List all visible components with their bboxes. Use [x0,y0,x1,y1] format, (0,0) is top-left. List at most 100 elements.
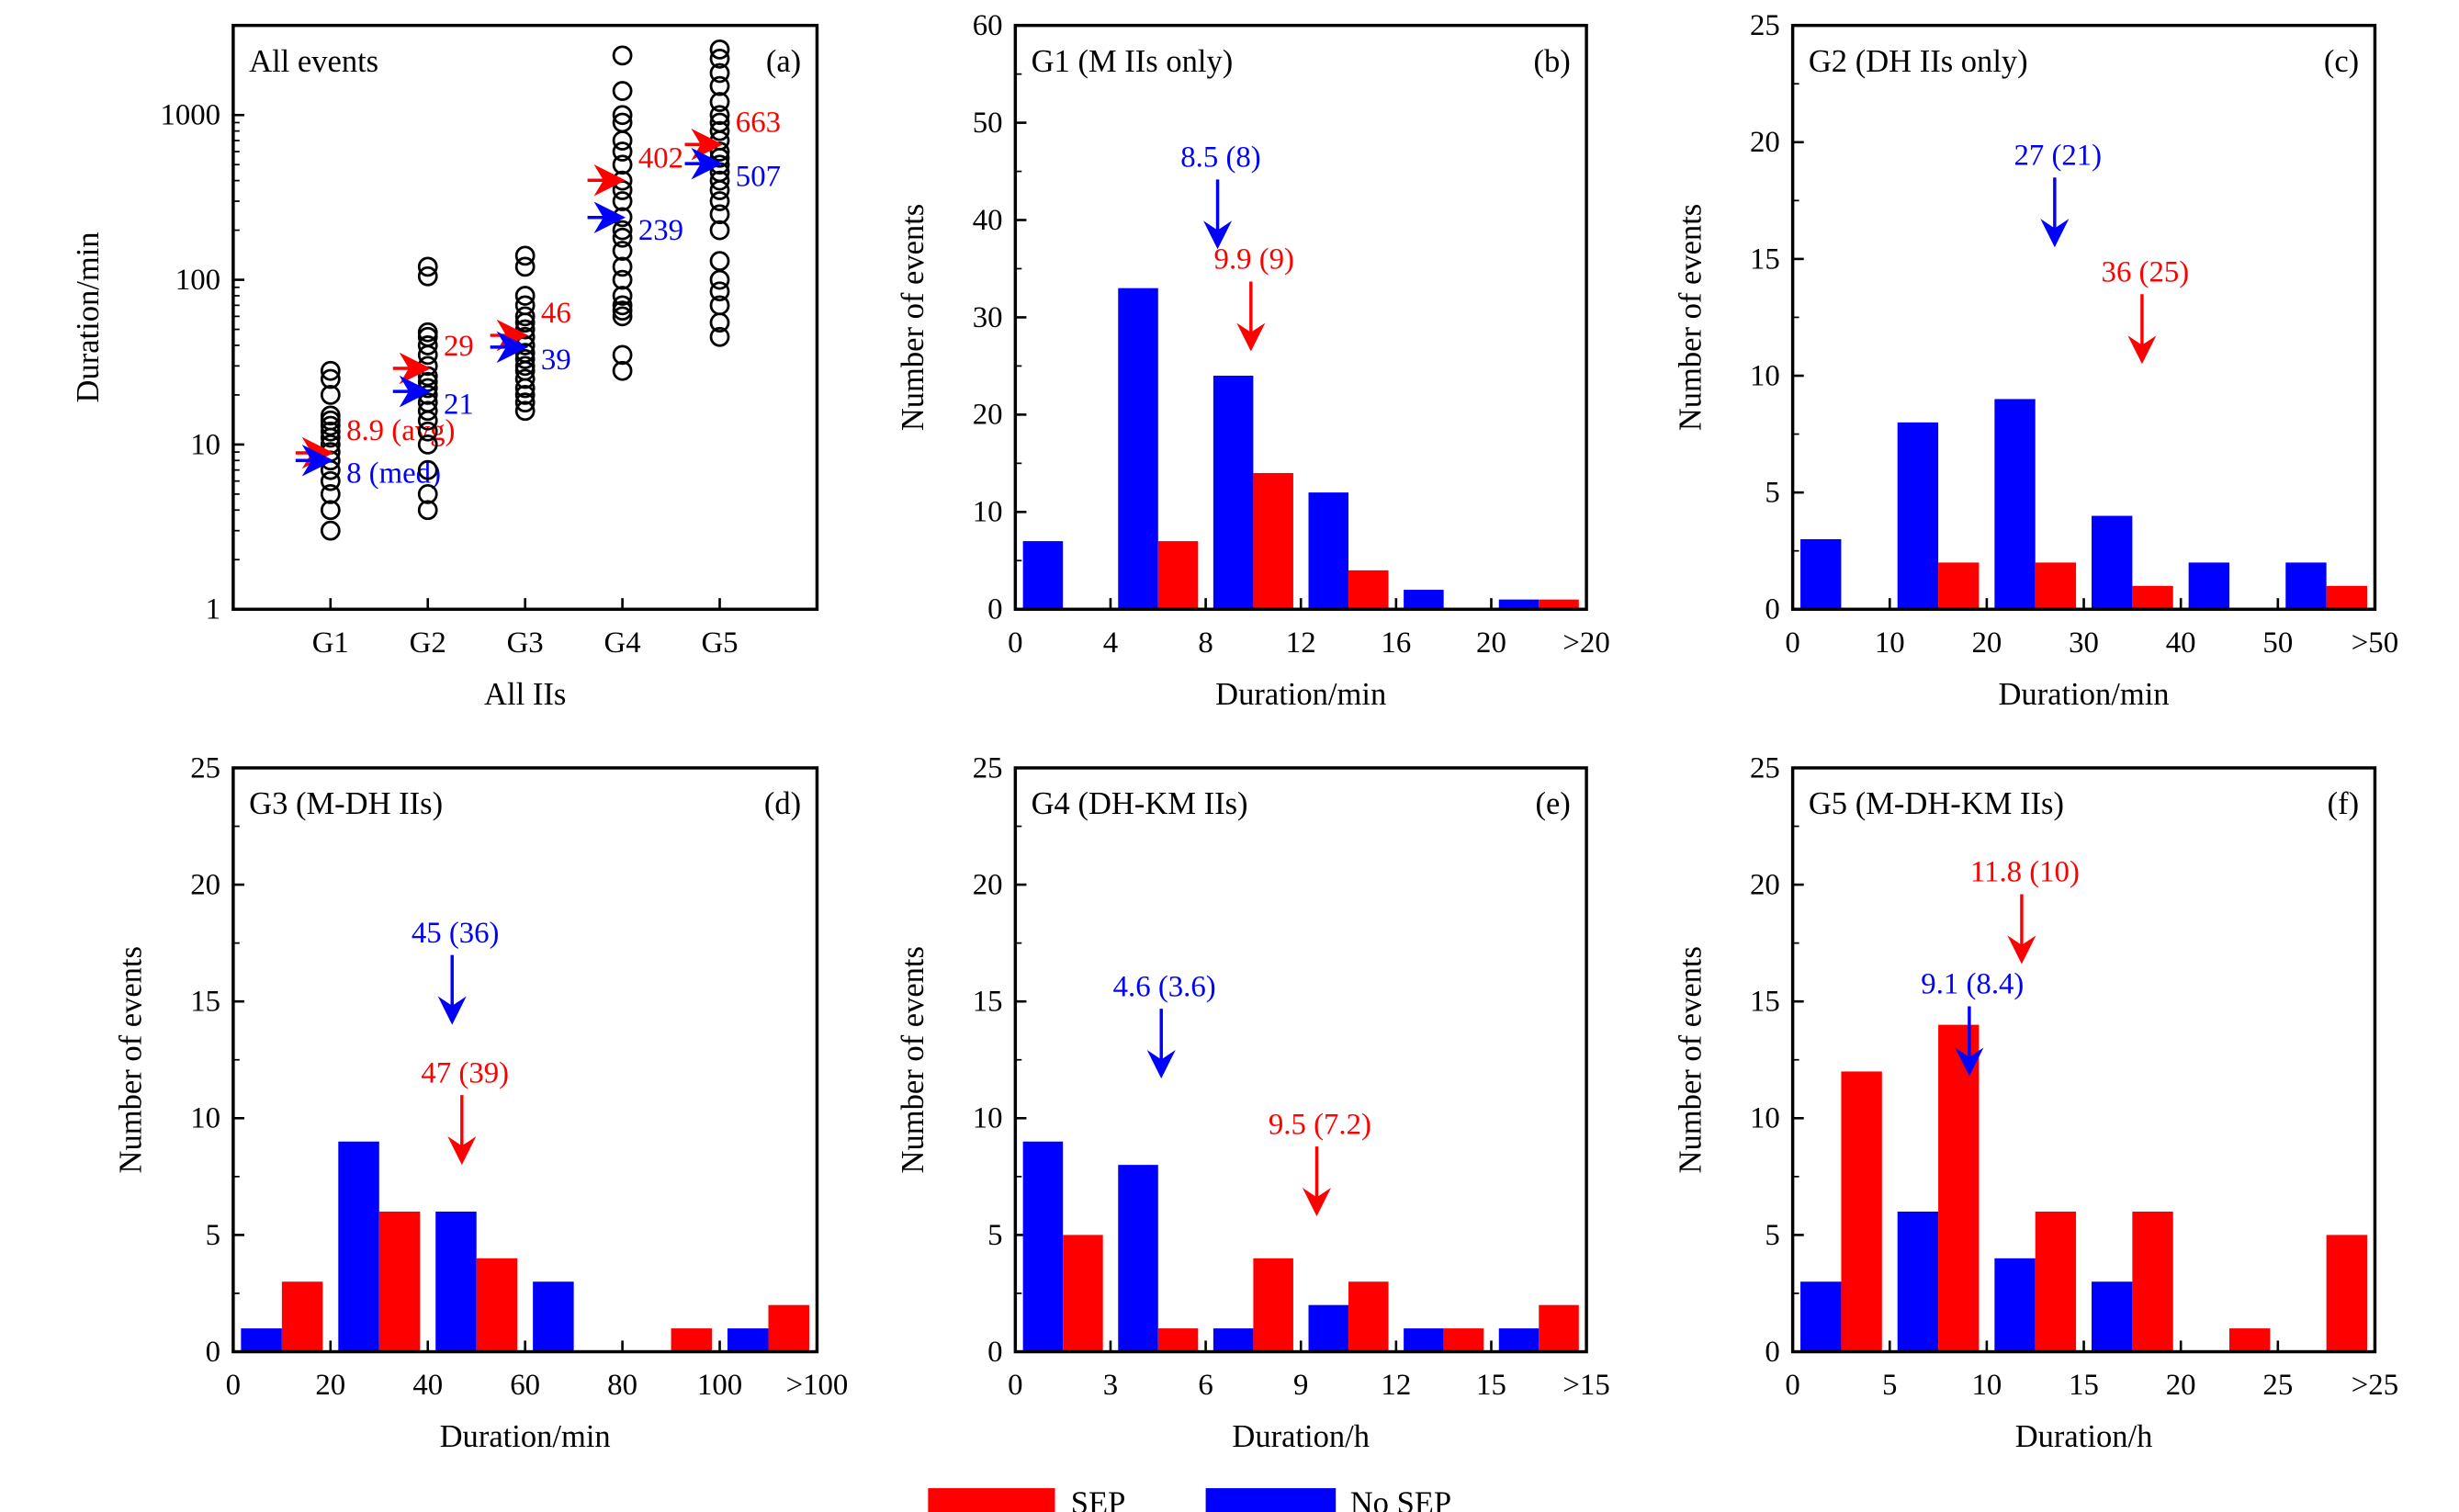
bar-no-sep [1213,376,1254,610]
average-label: 46 [541,297,571,330]
x-tick-label: 0 [1785,1369,1799,1402]
data-point [417,392,438,413]
data-point [417,322,438,343]
mean-arrow-head [1302,1187,1332,1217]
plot-frame [231,23,819,611]
mean-arrow-head [2007,935,2036,965]
data-point [417,484,438,504]
data-point [514,286,536,306]
average-label: 29 [444,330,474,363]
x-tick-label: G3 [507,626,544,660]
data-point [709,295,730,316]
data-point [514,256,536,277]
y-tick-label: 15 [1750,243,1780,276]
y-axis-label: Number of events [896,204,931,431]
y-tick-label: 0 [1765,593,1779,626]
bar-no-sep [1800,1281,1842,1352]
bar-no-sep [2091,1281,2133,1352]
x-tick-label: >50 [2352,626,2398,660]
x-tick-label: G4 [604,626,641,660]
bar-sep [768,1304,809,1352]
y-tick-label: 20 [1750,126,1780,159]
data-point [514,355,536,377]
bar-sep [1253,472,1293,610]
average-arrow-head [593,164,626,197]
data-point [612,141,633,162]
y-axis-label: Number of events [1673,204,1708,431]
bar-no-sep [1308,1304,1349,1352]
bar-no-sep [1800,538,1842,610]
median-label: 21 [444,388,474,421]
bar-sep [1063,1235,1103,1352]
x-tick-label: G1 [312,626,349,660]
legend-swatch-sep [928,1488,1055,1512]
data-point [612,241,633,261]
panel-title: All events [249,44,378,79]
data-point [612,295,633,316]
average-arrow-head [399,352,432,385]
y-tick-label: 15 [190,986,220,1019]
data-point [612,227,633,248]
data-point [514,368,536,389]
bar-no-sep [533,1281,574,1352]
data-point [709,48,730,69]
data-point [320,520,341,541]
mean-arrow-head [2040,219,2070,248]
y-tick-label: 40 [973,204,1003,237]
panel-f: 0 5 10 15 20 25 0 5 10 15 20 25 >25 11.8 (10) 9.1 (8.4… [1673,751,2398,1454]
y-tick-label: 5 [206,1219,220,1252]
data-point [514,295,536,316]
legend-label-no-sep: No SEP [1350,1486,1451,1512]
data-point [417,459,438,480]
y-tick-label: 10 [1750,359,1780,392]
data-point [417,335,438,355]
mean-arrow-head [1203,220,1233,250]
data-point [612,344,633,366]
y-tick-label: 1000 [160,99,220,132]
x-axis-label: All IIs [484,677,566,712]
bar-sep [671,1328,713,1352]
x-tick-label: 3 [1103,1369,1118,1402]
bar-sep [1938,562,1980,610]
plot-frame [1013,766,1588,1354]
data-point [514,349,536,369]
bar-sep [1157,1328,1199,1352]
x-tick-label: 0 [226,1369,241,1402]
data-point [320,368,341,389]
bar-sep [2132,1211,2173,1352]
data-point [709,326,730,347]
data-point [514,385,536,405]
data-point [612,220,633,241]
x-tick-label: 0 [1785,626,1799,660]
plot-frame [1790,766,2377,1354]
x-tick-label: 30 [2069,626,2099,660]
x-tick-label: 0 [1008,1369,1022,1402]
y-tick-label: 20 [1750,868,1780,901]
panel-label: (f) [2328,786,2360,821]
bar-no-sep [338,1141,379,1352]
data-point [514,392,536,413]
median-arrow-head [593,201,626,233]
x-tick-label: 20 [2166,1369,2196,1402]
panel-e: 0 5 10 15 20 25 0 3 6 9 12 15 >15 4.6 (3.6) 9.5 (7.2) G… [896,751,1610,1454]
bar-no-sep [1897,422,1939,610]
panel-title: G2 (DH IIs only) [1809,44,2028,79]
data-point [709,204,730,225]
data-point [612,269,633,290]
y-tick-label: 5 [1765,476,1779,509]
bar-no-sep [1213,1328,1254,1352]
mean-arrow-head [447,1136,477,1166]
data-point [709,269,730,290]
data-point [612,256,633,277]
y-tick-label: 30 [973,301,1003,334]
data-point [612,112,633,133]
data-point [709,75,730,96]
y-tick-label: 20 [190,868,220,901]
y-tick-label: 15 [973,986,1003,1019]
x-tick-label: 60 [510,1369,540,1402]
panel-b: 0 10 20 30 40 50 60 0 4 8 12 16 20 >20 8.5 (8) 9.9 (9) G… [896,9,1610,712]
y-tick-label: 25 [1750,9,1780,42]
x-tick-label: >25 [2352,1369,2398,1402]
median-label: 39 [541,344,571,377]
y-tick-label: 50 [973,107,1003,140]
